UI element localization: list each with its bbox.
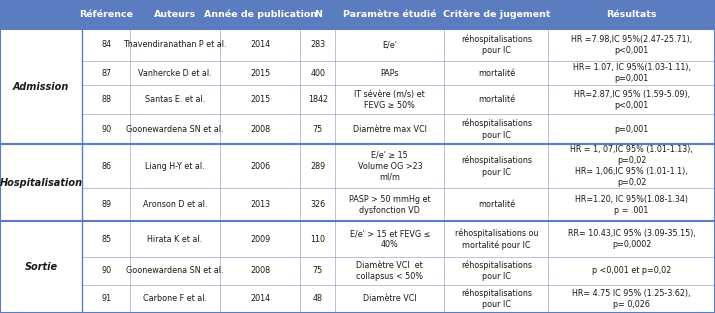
Text: p=0,001: p=0,001 [615, 125, 649, 134]
Text: Diamètre VCI  et
collapsus < 50%: Diamètre VCI et collapsus < 50% [356, 261, 423, 281]
Text: 1842: 1842 [307, 95, 327, 104]
Text: 86: 86 [101, 162, 111, 171]
Text: 89: 89 [101, 200, 112, 209]
Bar [82, 257, 715, 285]
Bar [82, 221, 715, 257]
Text: 90: 90 [101, 266, 112, 275]
Bar [82, 29, 715, 61]
Text: Goonewardena SN et al.: Goonewardena SN et al. [127, 266, 224, 275]
Bar [82, 144, 715, 188]
Text: 2015: 2015 [250, 69, 270, 78]
Text: Année de publication: Année de publication [204, 10, 317, 19]
Text: 2008: 2008 [250, 125, 270, 134]
Text: 400: 400 [310, 69, 325, 78]
Text: Hospitalisation: Hospitalisation [0, 178, 83, 188]
Text: 2015: 2015 [250, 95, 270, 104]
Bar [0, 29, 82, 313]
Text: Référence: Référence [79, 10, 133, 19]
Text: HR =7.98,IC 95%(2.47-25.71),
p<0,001: HR =7.98,IC 95%(2.47-25.71), p<0,001 [571, 35, 692, 55]
Text: Auteurs: Auteurs [154, 10, 196, 19]
Text: Résultats: Résultats [606, 10, 657, 19]
Bar [82, 188, 715, 221]
Text: 2014: 2014 [250, 295, 270, 303]
Text: 88: 88 [101, 95, 111, 104]
Text: Diamètre max VCI: Diamètre max VCI [353, 125, 427, 134]
Text: 90: 90 [101, 125, 112, 134]
Text: E/e': E/e' [383, 40, 398, 49]
Bar [82, 285, 715, 313]
Text: réhospitalisations
pour IC: réhospitalisations pour IC [461, 119, 532, 140]
Text: 289: 289 [310, 162, 325, 171]
Text: 75: 75 [312, 266, 323, 275]
Text: PASP > 50 mmHg et
dysfonction VD: PASP > 50 mmHg et dysfonction VD [349, 195, 430, 215]
Text: réhospitalisations ou
mortalité pour IC: réhospitalisations ou mortalité pour IC [455, 228, 538, 250]
Text: 84: 84 [101, 40, 111, 49]
Text: Admission: Admission [13, 82, 69, 92]
Text: Carbone F et al.: Carbone F et al. [143, 295, 207, 303]
Text: Hirata K et al.: Hirata K et al. [147, 234, 202, 244]
Text: 85: 85 [101, 234, 112, 244]
Text: 48: 48 [312, 295, 322, 303]
Text: réhospitalisations
pour IC: réhospitalisations pour IC [461, 260, 532, 281]
Text: 2014: 2014 [250, 40, 270, 49]
Text: mortalité: mortalité [478, 200, 515, 209]
Text: HR=2.87,IC 95% (1.59-5.09),
p<0,001: HR=2.87,IC 95% (1.59-5.09), p<0,001 [573, 90, 690, 110]
Text: 326: 326 [310, 200, 325, 209]
Text: 283: 283 [310, 40, 325, 49]
Text: 110: 110 [310, 234, 325, 244]
Text: Thavendiranathan P et al.: Thavendiranathan P et al. [123, 40, 227, 49]
Text: PAPs: PAPs [380, 69, 399, 78]
Text: E/e' ≥ 15
Volume OG >23
ml/m: E/e' ≥ 15 Volume OG >23 ml/m [358, 151, 422, 182]
Text: 87: 87 [101, 69, 112, 78]
Bar [82, 61, 715, 85]
Text: p <0,001 et p=0,02: p <0,001 et p=0,02 [592, 266, 671, 275]
Text: Liang H-Y et al.: Liang H-Y et al. [145, 162, 204, 171]
Text: 75: 75 [312, 125, 323, 134]
Text: 2008: 2008 [250, 266, 270, 275]
Text: Vanhercke D et al.: Vanhercke D et al. [138, 69, 212, 78]
Text: réhospitalisations
pour IC: réhospitalisations pour IC [461, 289, 532, 309]
Text: 2013: 2013 [250, 200, 270, 209]
Text: RR= 10.43,IC 95% (3.09-35.15),
p=0,0002: RR= 10.43,IC 95% (3.09-35.15), p=0,0002 [568, 229, 696, 249]
Bar [0, 0, 715, 29]
Text: N: N [314, 10, 322, 19]
Text: 91: 91 [101, 295, 112, 303]
Text: 2006: 2006 [250, 162, 270, 171]
Text: IT sévère (m/s) et
FEVG ≥ 50%: IT sévère (m/s) et FEVG ≥ 50% [355, 90, 425, 110]
Text: Diamètre VCI: Diamètre VCI [363, 295, 417, 303]
Text: HR= 1.07, IC 95%(1.03-1.11),
p=0,001: HR= 1.07, IC 95%(1.03-1.11), p=0,001 [573, 63, 691, 83]
Text: HR = 1, 07,IC 95% (1.01-1.13),
p=0,02
HR= 1,06,IC 95% (1.01-1.1),
p=0,02: HR = 1, 07,IC 95% (1.01-1.13), p=0,02 HR… [571, 145, 693, 187]
Text: Aronson D et al.: Aronson D et al. [143, 200, 207, 209]
Bar [82, 114, 715, 144]
Text: Critère de jugement: Critère de jugement [443, 10, 550, 19]
Text: E/e' > 15 et FEVG ≤
40%: E/e' > 15 et FEVG ≤ 40% [350, 229, 430, 249]
Text: 2009: 2009 [250, 234, 270, 244]
Text: réhospitalisations
pour IC: réhospitalisations pour IC [461, 35, 532, 55]
Bar [82, 85, 715, 114]
Text: mortalité: mortalité [478, 95, 515, 104]
Text: Santas E. et al.: Santas E. et al. [145, 95, 205, 104]
Text: Goonewardena SN et al.: Goonewardena SN et al. [127, 125, 224, 134]
Text: réhospitalisations
pour IC: réhospitalisations pour IC [461, 156, 532, 177]
Text: Paramètre étudié: Paramètre étudié [343, 10, 437, 19]
Text: HR= 4.75 IC 95% (1.25-3.62),
p= 0,026: HR= 4.75 IC 95% (1.25-3.62), p= 0,026 [573, 289, 691, 309]
Text: mortalité: mortalité [478, 69, 515, 78]
Text: Sortie: Sortie [24, 262, 58, 272]
Text: HR=1.20, IC 95%(1.08-1.34)
p = .001: HR=1.20, IC 95%(1.08-1.34) p = .001 [575, 195, 688, 215]
